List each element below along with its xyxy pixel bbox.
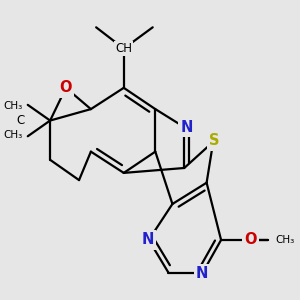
Text: C: C (16, 114, 25, 127)
Text: O: O (60, 80, 72, 95)
Text: O: O (244, 232, 257, 247)
Text: CH₃: CH₃ (3, 101, 22, 111)
Text: CH: CH (115, 42, 132, 55)
Text: N: N (142, 232, 154, 247)
Text: N: N (196, 266, 208, 281)
Text: S: S (209, 133, 220, 148)
Text: CH₃: CH₃ (3, 130, 22, 140)
Text: N: N (180, 120, 193, 135)
Text: CH₃: CH₃ (275, 235, 294, 245)
